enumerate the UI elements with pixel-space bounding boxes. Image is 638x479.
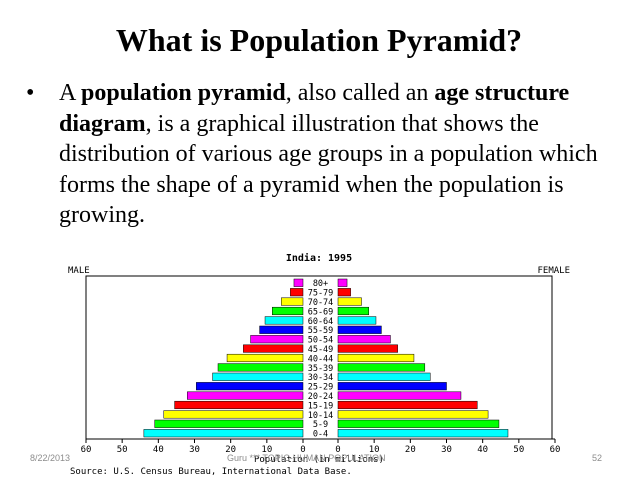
slide-title: What is Population Pyramid? <box>115 22 523 58</box>
female-bar-13 <box>337 400 478 410</box>
age-label-12: 20-24 <box>308 392 334 402</box>
tick-label-10: 30 <box>441 445 452 455</box>
male-label: MALE <box>68 266 90 276</box>
female-bar-14 <box>337 410 489 419</box>
age-label-16: 0-4 <box>313 430 328 440</box>
footer-page-number: 52 <box>592 453 603 463</box>
male-bar-11 <box>196 382 304 391</box>
plot-frame <box>85 275 553 440</box>
female-bar-15 <box>337 419 500 428</box>
tick-label-11: 40 <box>477 445 488 455</box>
male-bar-7 <box>243 344 304 353</box>
population-pyramid-chart: India: 1995 MALE FEMALE 80+75-7970-7465-… <box>66 249 572 479</box>
female-bar-8 <box>337 353 415 363</box>
bars-group <box>143 278 509 438</box>
male-bar-4 <box>264 316 304 325</box>
age-label-14: 10-14 <box>308 411 334 421</box>
female-bar-1 <box>337 288 351 297</box>
age-label-6: 50-54 <box>308 336 334 346</box>
female-bar-12 <box>337 391 462 400</box>
tick-label-3: 30 <box>189 445 200 455</box>
tick-label-4: 20 <box>225 445 236 455</box>
age-label-13: 15-19 <box>308 401 334 411</box>
tick-label-13: 60 <box>550 445 561 455</box>
age-label-10: 30-34 <box>308 373 334 383</box>
male-bar-13 <box>174 400 304 410</box>
term-population-pyramid: population pyramid <box>81 80 286 106</box>
chart-background <box>66 249 572 479</box>
bullet-text-1: A <box>59 80 82 106</box>
source-note: Source: U.S. Census Bureau, Internationa… <box>70 467 352 477</box>
male-bar-3 <box>272 306 304 316</box>
male-bar-12 <box>187 391 304 400</box>
age-label-3: 65-69 <box>308 307 334 317</box>
tick-label-12: 50 <box>513 445 524 455</box>
tick-label-9: 20 <box>405 445 416 455</box>
bullet-text: A population pyramid, also called an age… <box>59 78 599 231</box>
male-bar-0 <box>293 278 304 287</box>
female-bar-6 <box>337 335 391 344</box>
tick-label-2: 40 <box>153 445 164 455</box>
tick-label-8: 10 <box>369 445 380 455</box>
bullet-text-2: , also called an <box>285 80 435 106</box>
age-label-15: 5-9 <box>313 420 328 430</box>
age-label-8: 40-44 <box>308 354 334 364</box>
female-bar-7 <box>337 344 398 353</box>
female-label: FEMALE <box>537 266 570 276</box>
female-bar-11 <box>337 382 447 391</box>
age-label-9: 35-39 <box>308 364 334 374</box>
x-axis-label: Population (in millions) <box>254 455 384 465</box>
tick-label-5: 10 <box>261 445 272 455</box>
male-bar-9 <box>217 363 304 372</box>
female-bar-10 <box>337 372 431 381</box>
male-bar-16 <box>143 429 304 438</box>
tick-label-7: 0 <box>335 445 340 455</box>
tick-label-1: 50 <box>117 445 128 455</box>
male-bar-10 <box>212 372 304 381</box>
female-bar-9 <box>337 363 426 372</box>
female-bar-3 <box>337 306 369 316</box>
male-bar-6 <box>250 335 304 344</box>
male-bar-15 <box>154 419 304 428</box>
male-bar-2 <box>281 297 304 306</box>
bullet-text-3: , is a graphical illustration that shows… <box>59 110 598 229</box>
age-label-1: 75-79 <box>308 289 334 299</box>
bullet-symbol: • <box>26 80 35 106</box>
footer-date: 8/22/2013 <box>30 453 71 463</box>
male-bar-8 <box>226 353 304 363</box>
age-label-4: 60-64 <box>308 317 334 327</box>
female-bar-0 <box>337 278 348 287</box>
male-bar-1 <box>290 288 304 297</box>
age-labels-group: 80+75-7970-7465-6960-6455-5950-5445-4940… <box>308 279 334 439</box>
female-bar-5 <box>337 325 382 334</box>
female-bar-2 <box>337 297 362 306</box>
male-bar-14 <box>163 410 304 419</box>
male-bar-5 <box>259 325 304 334</box>
female-bar-4 <box>337 316 377 325</box>
tick-label-6: 0 <box>300 445 305 455</box>
term-age-structure-diagram: age structure diagram <box>59 80 570 137</box>
tick-label-0: 60 <box>81 445 92 455</box>
age-label-11: 25-29 <box>308 383 334 393</box>
age-label-2: 70-74 <box>308 298 334 308</box>
x-axis: 60 50 40 30 20 10 0 0 10 20 30 40 50 60 <box>81 438 561 455</box>
female-bar-16 <box>337 429 509 438</box>
age-label-0: 80+ <box>313 279 328 289</box>
age-label-7: 45-49 <box>308 345 334 355</box>
footer-topic: Guru *** TOPIC-HUMAN POPULATION <box>227 453 386 463</box>
age-label-5: 55-59 <box>308 326 334 336</box>
chart-title: India: 1995 <box>286 252 352 264</box>
